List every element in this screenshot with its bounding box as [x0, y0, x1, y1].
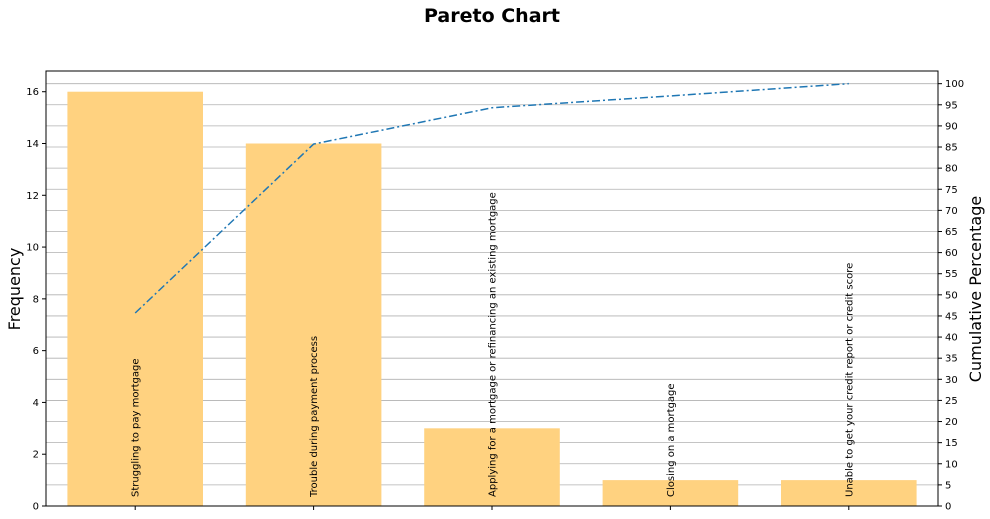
bar	[67, 91, 203, 506]
y-tick-label: 2	[33, 450, 39, 461]
bar	[602, 480, 739, 506]
y2-tick-label: 25	[945, 396, 958, 407]
chart-title: Pareto Chart	[424, 5, 560, 27]
y-tick-label: 16	[26, 87, 39, 98]
y2-tick-label: 35	[945, 354, 958, 365]
y2-tick-label: 85	[945, 143, 958, 154]
y-axis-label: Frequency	[5, 248, 24, 331]
bar-labels: Struggling to pay mortgage Trouble during…	[131, 192, 855, 510]
y-tick-label: 10	[26, 243, 39, 254]
bar-label: Unable to get your credit report or cred…	[844, 263, 855, 497]
y-tick-label: 8	[33, 294, 39, 305]
cumulative-line-group	[134, 82, 849, 314]
y2-tick-label: 80	[945, 164, 958, 175]
y2-tick-label: 50	[945, 290, 958, 301]
y2-tick-label: 60	[945, 248, 958, 259]
bars	[67, 91, 917, 506]
y2-tick-label: 15	[945, 438, 958, 449]
bar	[245, 143, 382, 506]
y-tick-label: 4	[33, 398, 39, 409]
y2-tick-label: 100	[945, 79, 964, 90]
y2-tick-label: 40	[945, 333, 958, 344]
y2-tick-label: 5	[945, 480, 951, 491]
y-tick-label: 6	[33, 346, 39, 357]
y2-tick-label: 30	[945, 375, 958, 386]
y2-axis-label: Cumulative Percentage	[966, 196, 985, 382]
cumulative-line	[134, 82, 849, 314]
y2-tick-label: 75	[945, 185, 958, 196]
plot-frame	[45, 70, 939, 507]
y2-tick-label: 45	[945, 311, 958, 322]
y-tick-label: 14	[26, 139, 39, 150]
y2-tick-label: 90	[945, 121, 958, 132]
y-axis-ticks: 0 2 4 6 8 10 12 14 16	[26, 87, 46, 513]
y-tick-label: 12	[26, 191, 39, 202]
bar	[781, 480, 917, 506]
y2-tick-label: 55	[945, 269, 958, 280]
bar-label: Applying for a mortgage or refinancing a…	[488, 192, 499, 497]
y2-tick-label: 0	[945, 502, 951, 513]
y-tick-label: 0	[33, 502, 39, 513]
bar	[424, 428, 560, 506]
y2-tick-label: 95	[945, 100, 958, 111]
y2-tick-label: 65	[945, 227, 958, 238]
bar-label: Trouble during payment process	[309, 336, 320, 498]
y2-tick-label: 10	[945, 459, 958, 470]
bar-label: Closing on a mortgage	[666, 383, 677, 497]
bar-label: Struggling to pay mortgage	[131, 359, 142, 498]
y2-axis-ticks: 0 5 10 15 20 25 30 35 40 45 50 55 60 65 70 75 80 85 90 95 10…	[938, 79, 964, 513]
y2-tick-label: 70	[945, 206, 958, 217]
y2-tick-label: 20	[945, 417, 958, 428]
